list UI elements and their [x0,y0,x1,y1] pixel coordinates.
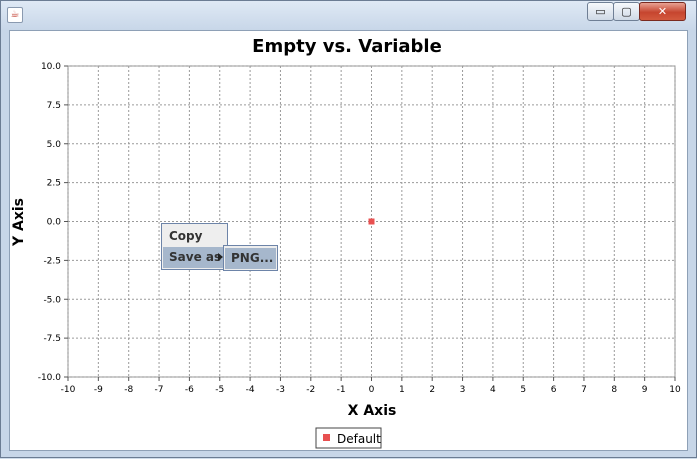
y-axis-label: Y Axis [11,198,27,247]
x-tick-label: -3 [276,385,285,395]
data-point [368,218,375,225]
x-tick-label: -1 [337,385,346,395]
y-tick-label: 2.5 [47,179,61,189]
x-tick-label: -2 [306,385,315,395]
x-tick-label: 3 [460,385,466,395]
x-axis-label: X Axis [348,403,397,419]
x-tick-label: -10 [61,385,76,395]
java-cup-icon[interactable]: ☕ [7,7,23,23]
x-tick-label: -8 [124,385,133,395]
x-tick-label: 7 [581,385,587,395]
y-tick-label: 10.0 [41,62,61,72]
legend-box [315,427,382,449]
y-tick-label: -2.5 [43,256,61,266]
menu-item-save-as[interactable]: Save as [163,247,226,268]
x-tick-label: 10 [669,385,681,395]
y-tick-label: -5.0 [43,295,61,305]
menu-item-png-label: PNG... [231,251,274,265]
y-tick-label: 5.0 [47,140,62,150]
x-tick-label: -4 [246,385,255,395]
x-tick-label: 6 [551,385,557,395]
x-tick-label: 2 [429,385,435,395]
x-tick-label: 4 [490,385,496,395]
gridlines [67,65,676,378]
submenu-arrow-icon [218,253,223,261]
close-button[interactable]: ✕ [639,2,686,21]
x-axis-ticks: -10 -9 -8 -7 -6 -5 -4 -3 -2 -1 0 1 2 3 4 5 6 7 8 9 10 [61,377,681,395]
save-as-submenu: PNG... [223,245,278,271]
title-bar[interactable]: ☕ ▭ ▢ ✕ [1,1,696,29]
menu-item-save-as-label: Save as [169,250,222,264]
legend-entry-default: Default [337,432,381,446]
x-tick-label: 8 [611,385,617,395]
y-tick-label: 0.0 [47,218,62,228]
chart-title: Empty vs. Variable [252,36,442,57]
context-menu: Copy Save as [161,223,228,270]
y-axis-ticks: 10.0 7.5 5.0 2.5 0.0 -2.5 -5.0 -7.5 -10.0 [38,62,68,383]
x-tick-label: 0 [369,385,375,395]
y-tick-label: -7.5 [43,334,61,344]
x-tick-label: -7 [155,385,164,395]
y-tick-label: 7.5 [47,101,61,111]
x-tick-label: 1 [399,385,405,395]
x-tick-label: -6 [185,385,194,395]
x-tick-label: -9 [94,385,103,395]
legend-swatch [323,434,330,441]
x-tick-label: 9 [642,385,648,395]
menu-item-copy[interactable]: Copy [163,226,226,247]
y-tick-label: -10.0 [38,373,62,383]
menu-item-png[interactable]: PNG... [225,248,276,269]
legend: Default [315,427,382,449]
menu-item-copy-label: Copy [169,229,203,243]
x-tick-label: 5 [520,385,526,395]
x-tick-label: -5 [215,385,224,395]
data-points [368,218,375,225]
